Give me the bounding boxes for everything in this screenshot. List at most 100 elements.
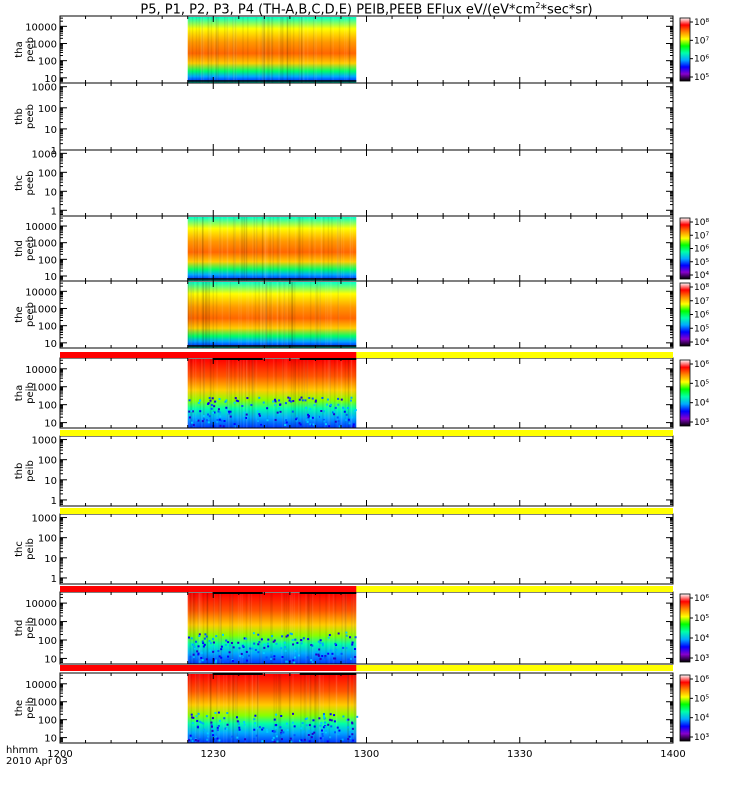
flag-bar-red [60, 665, 357, 671]
texture-stripe [299, 217, 301, 281]
y-tick-label: 100 [38, 534, 57, 545]
colorbar-scale [679, 674, 691, 742]
texture-stripe [228, 282, 231, 348]
texture-stripe [220, 593, 222, 664]
speckle [319, 639, 322, 642]
spectrogram-thepeib [187, 674, 357, 743]
speckle [197, 419, 200, 422]
speckle [233, 425, 236, 428]
speckle [314, 400, 317, 403]
texture-stripe [234, 674, 237, 743]
speckle [296, 641, 299, 644]
x-axis-ticks [59, 83, 674, 150]
texture-stripe [215, 17, 217, 83]
speckle [321, 642, 324, 645]
texture-stripe [221, 217, 223, 281]
speckle [187, 636, 190, 639]
speckle [272, 736, 275, 739]
speckle [215, 735, 218, 738]
speckle [271, 730, 274, 733]
speckle [256, 727, 259, 730]
texture-stripe [210, 359, 212, 428]
texture-stripe [292, 359, 295, 428]
texture-stripe [203, 359, 205, 428]
colorbar-label: 10⁴ [694, 634, 709, 644]
texture-stripe [275, 674, 277, 743]
speckle [254, 714, 257, 717]
speckle [341, 738, 344, 741]
texture-stripe [251, 359, 254, 428]
speckle [198, 720, 201, 723]
speckle [212, 645, 215, 648]
texture-stripe [282, 359, 284, 428]
speckle [354, 655, 357, 658]
texture-stripe [192, 359, 195, 428]
speckle [210, 404, 213, 407]
y-axis-ticks [60, 591, 673, 665]
texture-stripe [285, 593, 288, 664]
speckle [218, 398, 221, 401]
low-energy-speckle [188, 711, 359, 743]
speckle [237, 641, 240, 644]
speckle [266, 419, 269, 422]
texture-stripe [225, 674, 228, 743]
speckle [346, 719, 349, 722]
speckle [307, 638, 310, 641]
texture-stripe [230, 674, 233, 743]
y-axis-label: thc [14, 175, 25, 191]
speckle [312, 719, 315, 722]
colorbar-label: 10⁵ [694, 73, 709, 83]
texture-stripe [343, 593, 346, 664]
y-tick-label: 10000 [25, 365, 57, 376]
speckle [324, 721, 327, 724]
texture-stripe [245, 359, 247, 428]
speckle [285, 660, 288, 663]
speckle [313, 404, 316, 407]
y-axis-ticks [60, 357, 673, 429]
texture-stripe [270, 17, 272, 83]
panel-thbpeib: 1 10 100 1000 thb peib [14, 435, 674, 507]
speckle [267, 645, 270, 648]
texture-stripe [290, 282, 293, 348]
speckle [273, 740, 276, 743]
texture-stripe [208, 282, 210, 348]
colorbar-scale [679, 217, 691, 280]
y-tick-label: 1 [51, 146, 57, 157]
spectrogram-thapeeb [187, 17, 357, 83]
texture-stripe [190, 282, 193, 348]
speckle [282, 731, 285, 734]
texture-stripe [286, 217, 289, 281]
texture-stripe [258, 17, 260, 83]
speckle [242, 645, 245, 648]
colorbar-label: 10³ [694, 418, 709, 428]
texture-stripe [226, 217, 228, 281]
speckle [281, 635, 284, 638]
texture-stripe [240, 217, 243, 281]
y-tick-label: 1000 [32, 149, 57, 160]
speckle [196, 719, 199, 722]
speckle [266, 407, 269, 410]
texture-stripe [297, 217, 300, 281]
texture-stripe [288, 282, 290, 348]
texture-stripe [260, 282, 263, 348]
texture-stripe [262, 282, 264, 348]
texture-stripe [252, 217, 254, 281]
speckle [284, 423, 287, 426]
speckle [333, 410, 336, 413]
speckle [211, 728, 214, 731]
texture-stripe [259, 593, 261, 664]
speckle [253, 642, 256, 645]
speckle [248, 654, 251, 657]
texture-stripe [354, 674, 356, 743]
colorbar-label: 10⁶ [694, 594, 709, 604]
speckle [335, 643, 338, 646]
speckle [208, 659, 211, 662]
panel-frame [59, 435, 674, 507]
speckle [232, 646, 235, 649]
texture-stripe [239, 593, 242, 664]
speckle [192, 716, 195, 719]
texture-stripe [188, 593, 190, 664]
speckle [206, 732, 209, 735]
texture-stripe [287, 593, 290, 664]
